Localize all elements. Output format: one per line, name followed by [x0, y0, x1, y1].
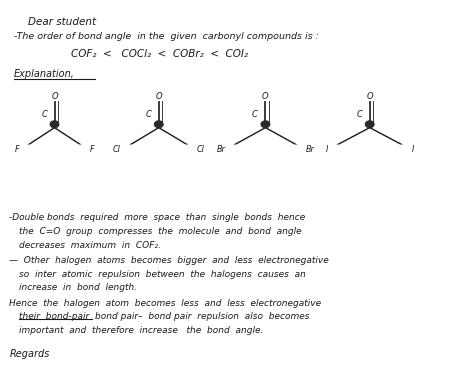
- Circle shape: [261, 121, 270, 128]
- Text: Hence  the  halogen  atom  becomes  less  and  less  electronegative: Hence the halogen atom becomes less and …: [9, 299, 321, 308]
- Text: their  bond-pair  bond pair–  bond pair  repulsion  also  becomes: their bond-pair bond pair– bond pair rep…: [19, 312, 310, 321]
- Text: F: F: [90, 145, 95, 154]
- Text: Cl: Cl: [113, 145, 121, 154]
- Circle shape: [49, 92, 60, 101]
- Circle shape: [50, 121, 59, 128]
- Text: Br: Br: [217, 145, 225, 154]
- Text: -Double bonds  required  more  space  than  single  bonds  hence: -Double bonds required more space than s…: [9, 213, 306, 222]
- Text: Br: Br: [306, 145, 314, 154]
- Text: COF₂  <   COCl₂  <  COBr₂  <  COI₂: COF₂ < COCl₂ < COBr₂ < COI₂: [71, 49, 248, 59]
- Text: C: C: [41, 110, 47, 119]
- Circle shape: [365, 121, 374, 128]
- Circle shape: [229, 145, 240, 153]
- Text: C: C: [356, 110, 362, 119]
- Circle shape: [365, 92, 375, 101]
- Text: Explanation,: Explanation,: [14, 69, 75, 79]
- Text: increase  in  bond  length.: increase in bond length.: [19, 283, 137, 292]
- Text: the  C=O  group  compresses  the  molecule  and  bond  angle: the C=O group compresses the molecule an…: [19, 227, 301, 236]
- Text: F: F: [14, 145, 19, 154]
- Circle shape: [182, 145, 192, 153]
- Text: O: O: [51, 92, 58, 101]
- Text: Dear student: Dear student: [28, 17, 97, 27]
- Circle shape: [155, 121, 163, 128]
- Text: so  inter  atomic  repulsion  between  the  halogens  causes  an: so inter atomic repulsion between the ha…: [19, 270, 306, 279]
- Circle shape: [397, 145, 407, 153]
- Text: Cl: Cl: [197, 145, 205, 154]
- Text: decreases  maximum  in  COF₂.: decreases maximum in COF₂.: [19, 241, 161, 250]
- Text: O: O: [262, 92, 269, 101]
- Circle shape: [291, 145, 301, 153]
- Text: important  and  therefore  increase   the  bond  angle.: important and therefore increase the bon…: [19, 326, 264, 335]
- Text: —  Other  halogen  atoms  becomes  bigger  and  less  electronegative: — Other halogen atoms becomes bigger and…: [9, 256, 329, 265]
- Circle shape: [125, 145, 136, 153]
- Text: O: O: [155, 92, 162, 101]
- Text: I: I: [326, 145, 328, 154]
- Circle shape: [75, 145, 86, 153]
- Circle shape: [154, 92, 164, 101]
- Text: -The order of bond angle  in the  given  carbonyl compounds is :: -The order of bond angle in the given ca…: [14, 32, 319, 40]
- Text: C: C: [252, 110, 258, 119]
- Text: O: O: [366, 92, 373, 101]
- Text: Regards: Regards: [9, 349, 50, 359]
- Circle shape: [23, 145, 34, 153]
- Circle shape: [332, 145, 343, 153]
- Circle shape: [260, 92, 271, 101]
- Text: C: C: [146, 110, 151, 119]
- Text: I: I: [411, 145, 414, 154]
